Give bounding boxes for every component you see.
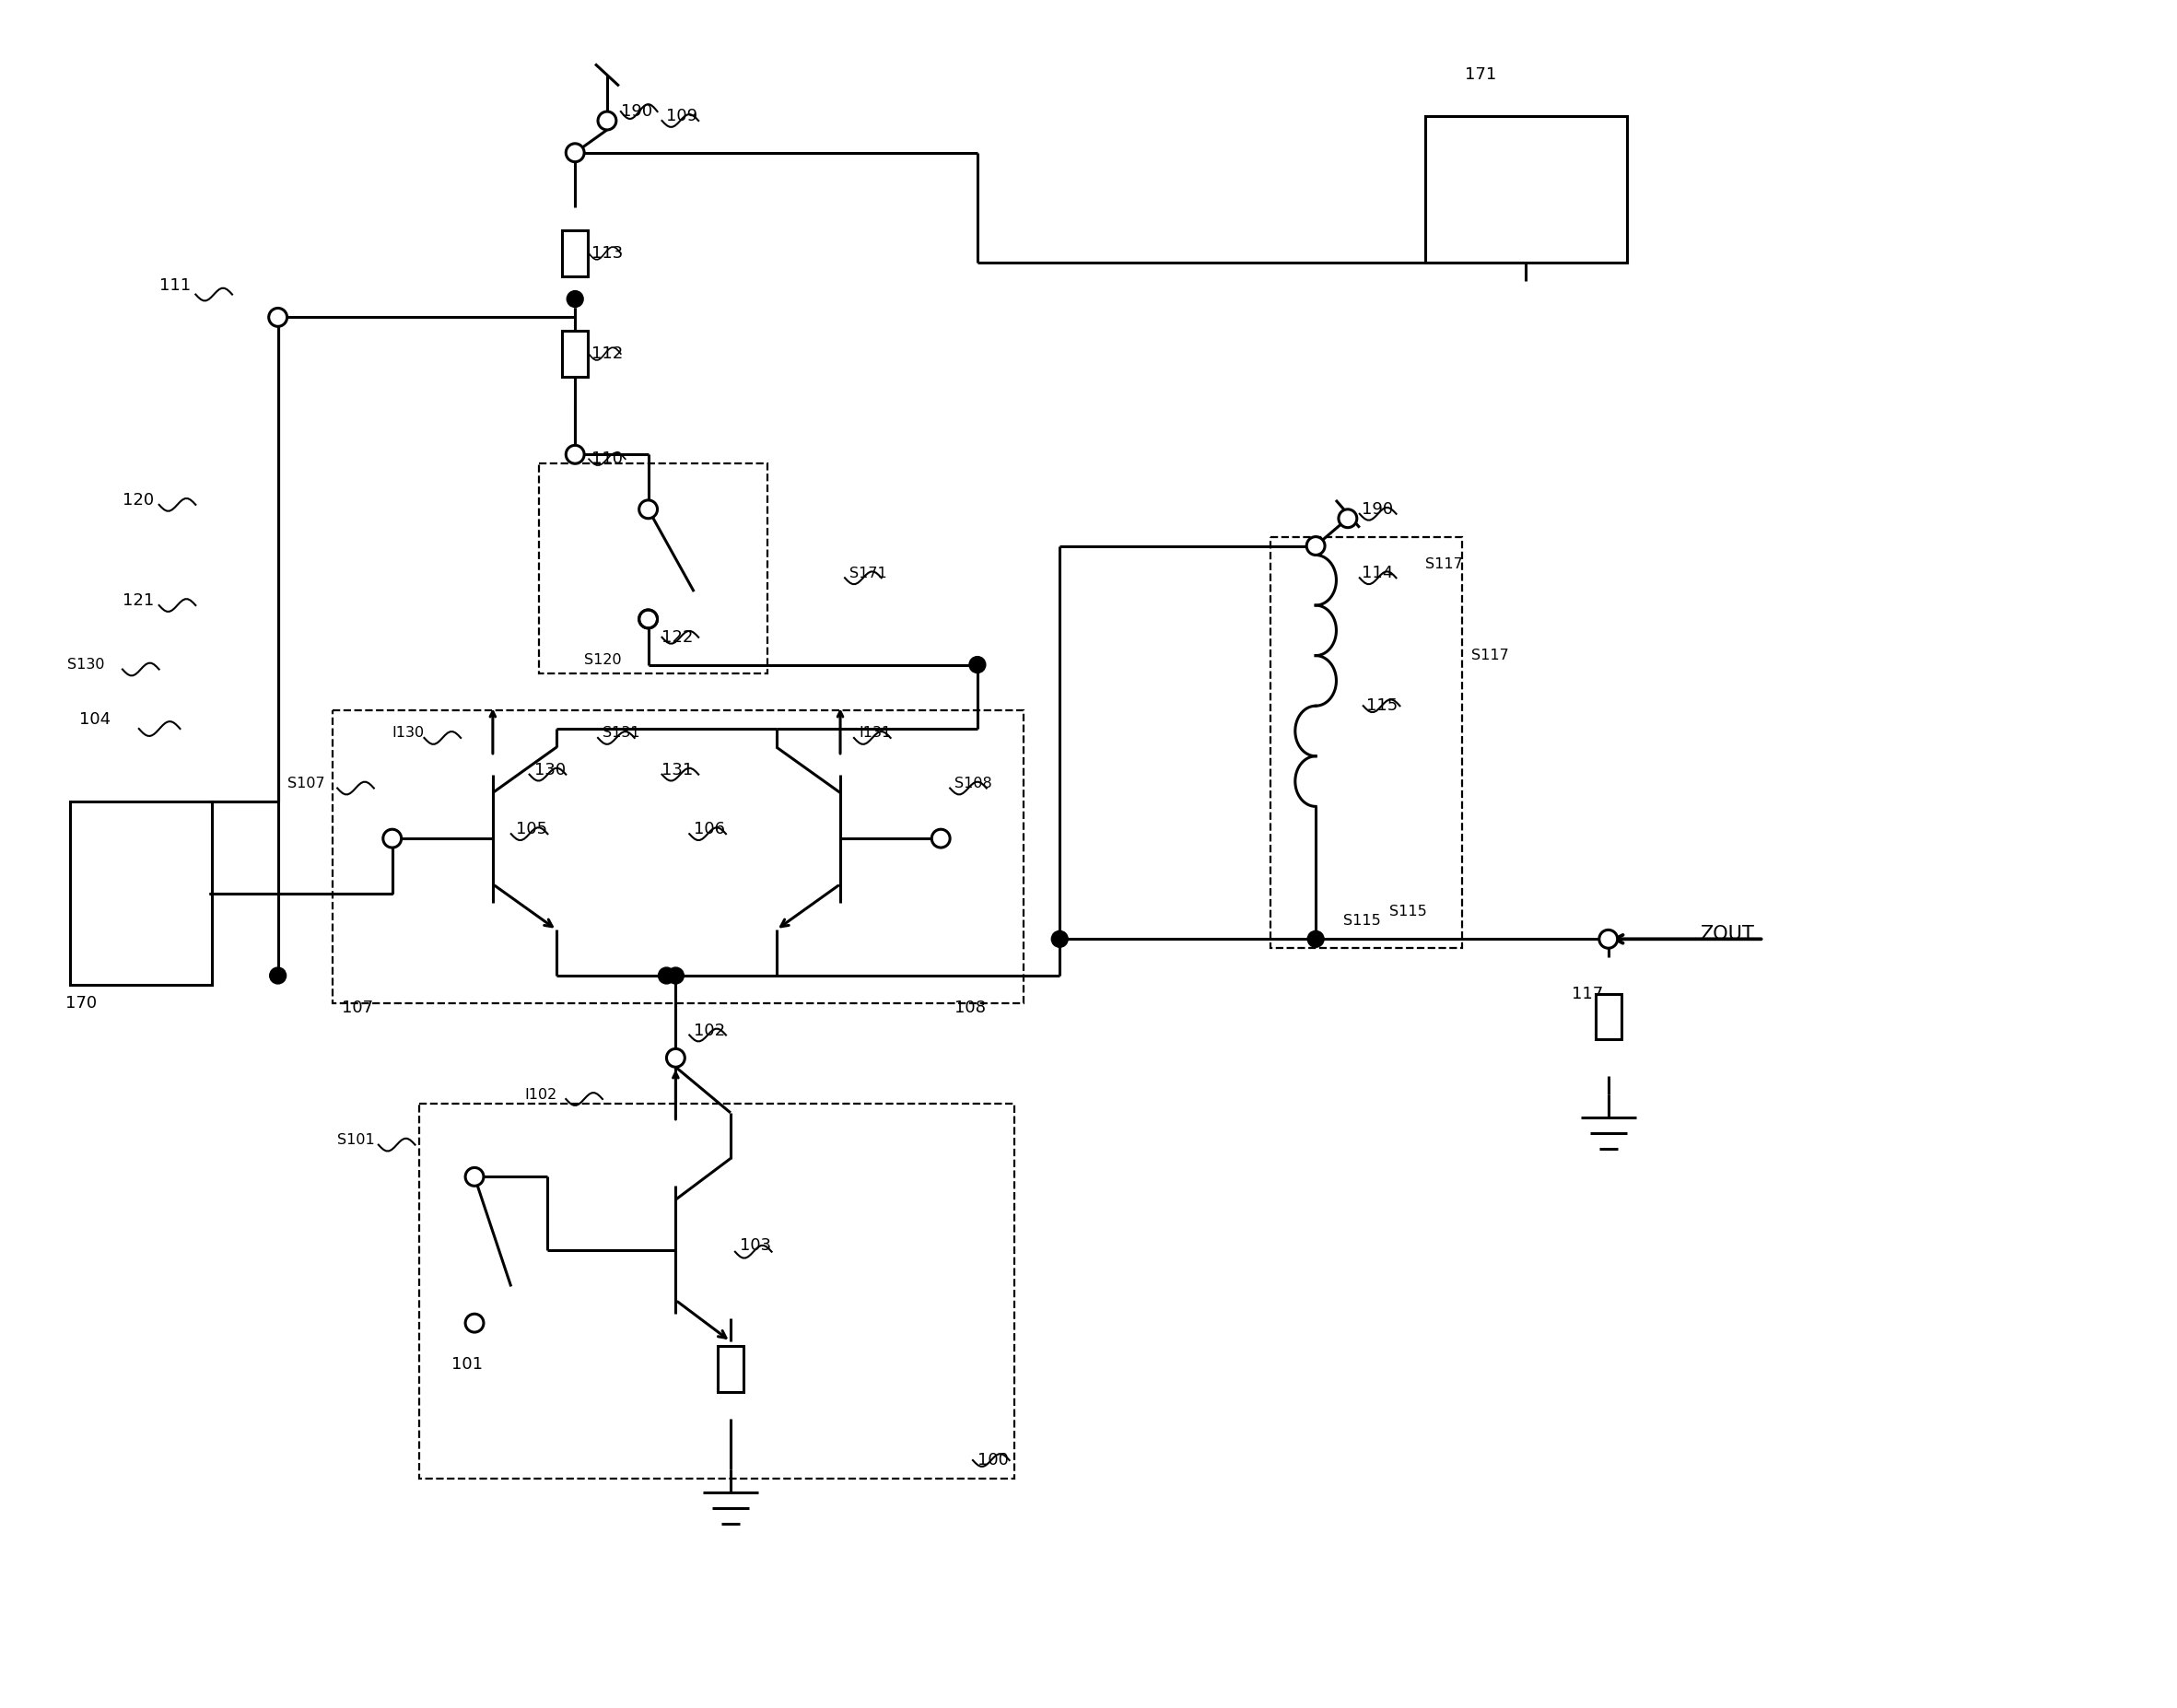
Bar: [70, 801, 211, 986]
Circle shape: [268, 307, 287, 326]
Circle shape: [932, 830, 949, 847]
Text: 121: 121: [122, 593, 155, 610]
Circle shape: [668, 967, 684, 984]
Circle shape: [657, 967, 675, 984]
Text: S117: S117: [1426, 557, 1463, 570]
Circle shape: [566, 446, 583, 463]
Text: S107: S107: [287, 777, 324, 791]
Text: ZOUT: ZOUT: [1700, 926, 1755, 945]
Circle shape: [466, 1313, 483, 1332]
Bar: [538, 463, 766, 675]
Circle shape: [270, 967, 285, 984]
Text: 107: 107: [342, 999, 372, 1016]
Text: 190: 190: [1361, 500, 1393, 518]
Text: 109: 109: [666, 108, 699, 125]
Text: S115: S115: [1343, 914, 1380, 927]
Text: 113: 113: [592, 244, 623, 261]
Circle shape: [969, 656, 986, 673]
Text: 115: 115: [1365, 697, 1398, 714]
Text: 106: 106: [694, 822, 725, 837]
Text: I130: I130: [392, 726, 425, 740]
Text: S115: S115: [1389, 905, 1426, 919]
Text: 100: 100: [977, 1452, 1008, 1469]
Circle shape: [466, 1168, 483, 1185]
Bar: [420, 1103, 1014, 1479]
Bar: [333, 711, 1023, 1003]
Bar: [562, 231, 588, 277]
Circle shape: [599, 111, 616, 130]
Text: 101: 101: [451, 1356, 483, 1373]
Text: S120: S120: [583, 652, 623, 668]
Circle shape: [640, 500, 657, 519]
Text: 111: 111: [159, 277, 189, 294]
Text: I102: I102: [525, 1088, 557, 1102]
Text: 103: 103: [740, 1237, 771, 1254]
Circle shape: [640, 610, 657, 629]
Circle shape: [666, 1049, 686, 1068]
Text: 120: 120: [122, 492, 155, 509]
Circle shape: [1339, 509, 1356, 528]
Text: 190: 190: [620, 102, 653, 120]
Circle shape: [566, 290, 583, 307]
Text: 170: 170: [65, 994, 98, 1011]
Text: S117: S117: [1472, 649, 1509, 663]
Text: S171: S171: [849, 567, 886, 581]
Text: 114: 114: [1361, 565, 1393, 582]
Text: 112: 112: [592, 345, 623, 362]
Circle shape: [566, 143, 583, 162]
Text: 122: 122: [662, 629, 694, 646]
Text: 130: 130: [533, 762, 566, 779]
Bar: [1596, 994, 1622, 1040]
Text: 131: 131: [662, 762, 694, 779]
Text: 102: 102: [694, 1021, 725, 1038]
Circle shape: [1306, 536, 1326, 555]
Text: 171: 171: [1465, 67, 1496, 84]
Circle shape: [1051, 931, 1069, 948]
Circle shape: [1600, 929, 1618, 948]
Text: 117: 117: [1572, 986, 1602, 1003]
Text: 104: 104: [81, 711, 111, 728]
Circle shape: [1308, 931, 1324, 948]
Text: 105: 105: [516, 822, 546, 837]
Text: I131: I131: [858, 726, 890, 740]
Circle shape: [640, 610, 657, 629]
Text: S131: S131: [603, 726, 640, 740]
Bar: [718, 1346, 742, 1392]
Text: S101: S101: [337, 1134, 374, 1148]
Text: S108: S108: [954, 777, 993, 791]
Bar: [1426, 116, 1626, 263]
Circle shape: [383, 830, 401, 847]
Bar: [562, 331, 588, 377]
Bar: [1269, 536, 1463, 948]
Text: 108: 108: [954, 999, 986, 1016]
Text: 110: 110: [592, 451, 623, 468]
Text: S130: S130: [67, 658, 104, 671]
